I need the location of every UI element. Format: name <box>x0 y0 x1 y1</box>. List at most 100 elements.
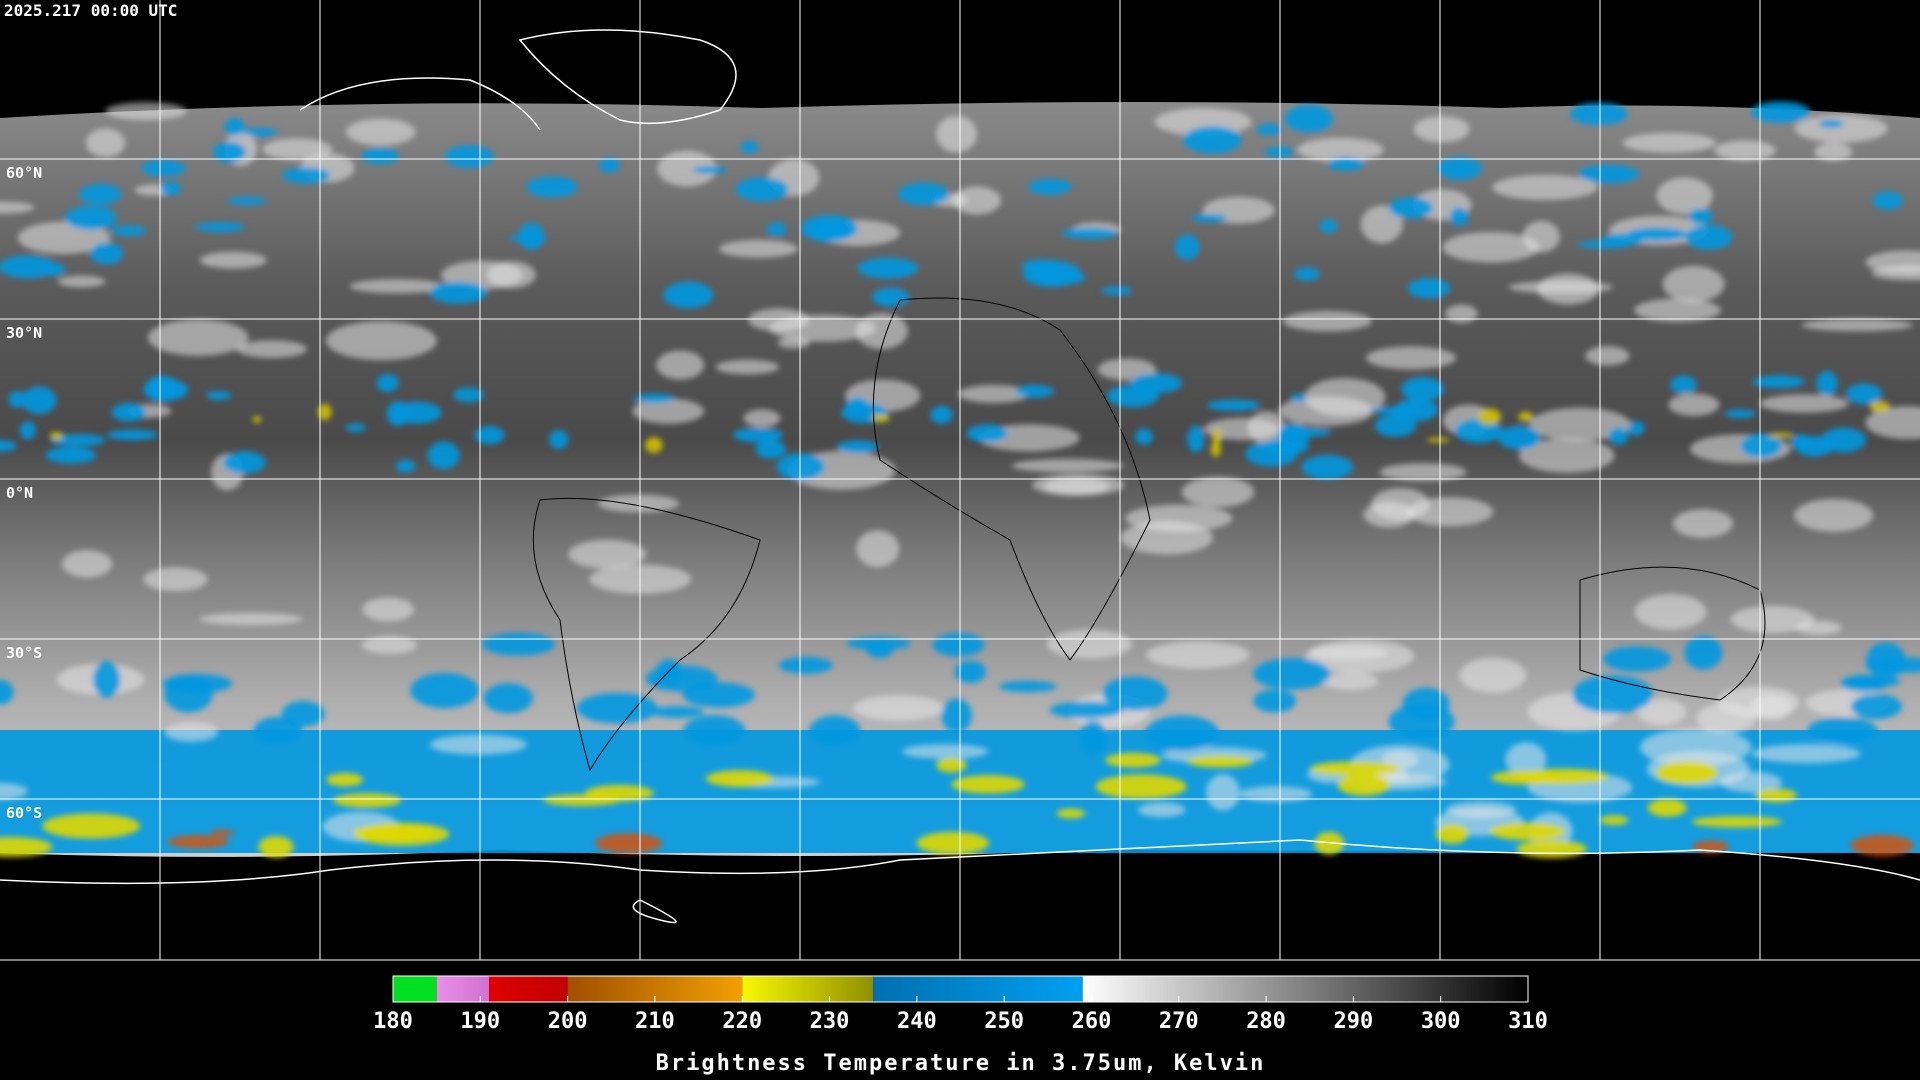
cloud <box>800 214 858 242</box>
cloud <box>0 836 53 857</box>
colorbar-tick-label: 200 <box>548 1009 588 1034</box>
cloud <box>1840 674 1888 692</box>
cloud <box>1578 164 1640 184</box>
cloud <box>1145 715 1220 752</box>
cloud <box>143 567 208 592</box>
cloud <box>253 716 302 745</box>
cloud <box>349 279 446 294</box>
cloud <box>1101 286 1133 295</box>
cloud <box>1585 346 1630 366</box>
cloud <box>930 405 953 424</box>
cloud <box>1360 205 1403 244</box>
cloud <box>657 150 717 187</box>
cloud <box>1607 426 1629 445</box>
cloud <box>856 530 900 568</box>
cloud <box>1818 119 1844 129</box>
cloud <box>598 157 620 173</box>
cloud <box>57 275 106 288</box>
cloud <box>145 375 179 403</box>
cloud <box>1755 788 1798 803</box>
continent-outlines <box>532 297 1766 772</box>
cloud <box>1406 497 1494 527</box>
cloud <box>345 423 366 432</box>
cloud <box>1277 422 1310 448</box>
colorbar: 180 190 200 210 220 230 240 250 260 270 280 290 300 3… <box>373 975 1548 1076</box>
cloud <box>62 550 113 578</box>
cloud <box>568 539 647 569</box>
cloud <box>1869 400 1890 413</box>
cloud <box>1206 774 1240 811</box>
cloud <box>1107 384 1159 408</box>
cloud <box>1379 463 1467 482</box>
cloud <box>1210 441 1221 457</box>
cloud <box>809 715 861 747</box>
colorbar-frame <box>392 975 1529 1003</box>
cloud <box>429 281 488 304</box>
cloud <box>1301 454 1354 480</box>
cloud <box>1795 436 1834 457</box>
cloud <box>141 159 186 177</box>
colorbar-tick-label: 260 <box>1072 1009 1112 1034</box>
cloud <box>1759 394 1849 413</box>
cloud <box>1516 768 1609 785</box>
cloud <box>526 176 578 198</box>
cloud <box>1296 137 1384 163</box>
cloud <box>1865 406 1920 440</box>
cloud <box>1489 822 1566 841</box>
cloud <box>1622 132 1717 153</box>
cloud <box>518 222 545 250</box>
cloud <box>1626 226 1687 242</box>
cloud <box>1767 432 1794 438</box>
cloud <box>1751 744 1861 764</box>
cloud <box>1256 123 1282 136</box>
cloud <box>1672 509 1734 538</box>
cloud <box>932 632 985 657</box>
cloud <box>242 127 278 137</box>
colorbar-tick-label: 240 <box>897 1009 937 1034</box>
colorbar-segment <box>742 976 874 1002</box>
cloud <box>1135 428 1153 445</box>
cloud <box>1102 676 1168 711</box>
cloud <box>1206 399 1261 411</box>
cloud <box>743 409 781 427</box>
cloud <box>1327 156 1365 171</box>
lat-label: 60°N <box>6 164 42 182</box>
cloud <box>427 441 460 470</box>
lat-label: 60°S <box>6 804 42 822</box>
cloud <box>1572 675 1654 714</box>
cloud <box>164 721 219 742</box>
cloud <box>106 429 158 441</box>
cloud <box>1322 671 1379 691</box>
colorbar-tick-label: 280 <box>1246 1009 1286 1034</box>
cloud <box>1304 378 1386 417</box>
colorbar-tick-label: 250 <box>984 1009 1024 1034</box>
cloud <box>167 835 229 849</box>
colorbar-tick-label: 270 <box>1159 1009 1199 1034</box>
cloud <box>1724 409 1756 418</box>
cloud <box>1807 717 1878 744</box>
cloud <box>966 424 1009 443</box>
cloud <box>1459 657 1527 693</box>
cloud <box>1442 232 1540 263</box>
antarctica <box>0 839 1920 885</box>
cloud <box>866 641 894 659</box>
cloud <box>1319 219 1338 234</box>
cloud <box>1866 642 1906 679</box>
cloud <box>897 182 950 206</box>
cloud <box>1670 375 1697 394</box>
cloud <box>1845 383 1883 405</box>
cloud <box>147 319 249 356</box>
cloud <box>1181 476 1255 508</box>
cloud <box>1795 620 1842 636</box>
cloud <box>199 612 303 626</box>
cloud <box>1634 594 1707 630</box>
cloud <box>1365 346 1457 370</box>
cloud <box>1814 142 1853 162</box>
cloud <box>872 287 910 307</box>
cloud <box>1752 375 1805 389</box>
cloud <box>318 403 332 421</box>
cloud <box>998 680 1057 693</box>
cloud <box>1049 701 1124 719</box>
cloud <box>1437 156 1483 180</box>
